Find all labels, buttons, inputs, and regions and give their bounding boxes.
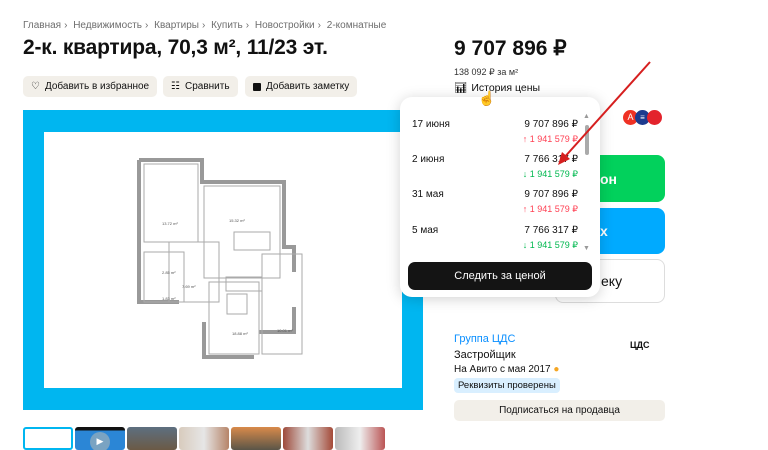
crumb-realty[interactable]: Недвижимость (73, 20, 142, 31)
seller-type: Застройщик (454, 349, 516, 361)
crumb-2room[interactable]: 2-комнатные (326, 20, 387, 31)
blue-button-label: х (600, 223, 608, 239)
scroll-up-icon[interactable]: ▲ (583, 113, 590, 120)
note-icon (253, 82, 261, 91)
bank2-icon: ≡ (635, 110, 650, 125)
svg-text:2.85 m²: 2.85 m² (162, 270, 176, 275)
price: 9 707 896 ₽ (454, 37, 567, 60)
history-date: 2 июня (412, 154, 445, 165)
thumbnail-6[interactable] (283, 427, 333, 450)
price-per-meter: 138 092 ₽ за м² (454, 67, 519, 77)
add-note-button[interactable]: Добавить заметку (245, 76, 358, 97)
breadcrumb: Главная › Недвижимость › Квартиры › Купить ›… (23, 20, 387, 31)
history-change: ↑ 1 941 579 ₽ (522, 134, 578, 144)
svg-text:7.69 m²: 7.69 m² (182, 284, 196, 289)
history-price: 9 707 896 ₽ (524, 189, 578, 200)
history-price: 9 707 896 ₽ (524, 119, 578, 130)
alfabank-icon: A (623, 110, 638, 125)
history-price: 7 766 317 ₽ (524, 225, 578, 236)
history-change: ↓ 1 941 579 ₽ (522, 169, 578, 179)
svg-text:13.72 m²: 13.72 m² (162, 221, 178, 226)
history-price: 7 766 317 ₽ (524, 154, 578, 165)
note-label: Добавить заметку (266, 81, 350, 92)
thumbnail-video[interactable]: ▶ (75, 427, 125, 450)
history-change: ↓ 1 941 579 ₽ (522, 240, 578, 250)
thumbnail-7[interactable] (335, 427, 385, 450)
green-button-label: он (600, 170, 618, 187)
seller-card: Группа ЦДС Застройщик На Авито с мая 201… (454, 333, 560, 393)
follow-price-button[interactable]: Следить за ценой (408, 262, 592, 290)
svg-text:15.32 m²: 15.32 m² (229, 218, 245, 223)
heart-icon: ♡ (31, 81, 40, 92)
thumbnail-1[interactable] (23, 427, 73, 450)
floor-plan-image: 13.72 m² 15.32 m² 2.85 m² 7.69 m² 1.83 m² 1… (44, 132, 402, 388)
main-photo[interactable]: 13.72 m² 15.32 m² 2.85 m² 7.69 m² 1.83 m² 1… (23, 110, 423, 410)
seller-since-row: На Авито с мая 2017 ● (454, 364, 560, 375)
price-history-link[interactable]: 📊︎ История цены (454, 81, 541, 95)
history-date: 17 июня (412, 119, 450, 130)
subscribe-seller-button[interactable]: Подписаться на продавца (454, 400, 665, 421)
compare-label: Сравнить (184, 81, 230, 92)
history-change: ↑ 1 941 579 ₽ (522, 204, 578, 214)
scroll-down-icon[interactable]: ▼ (583, 245, 590, 252)
scroll-thumb[interactable] (585, 125, 589, 155)
crumb-home[interactable]: Главная (23, 20, 62, 31)
thumbnail-4[interactable] (179, 427, 229, 450)
svg-text:18.88 m²: 18.88 m² (232, 331, 248, 336)
svg-text:10.01 m²: 10.01 m² (277, 328, 293, 333)
hand-cursor-icon: ☝ (478, 90, 496, 106)
svg-text:1.83 m²: 1.83 m² (162, 296, 176, 301)
page-title: 2-к. квартира, 70,3 м², 11/23 эт. (23, 36, 328, 59)
bank-logos: A ≡ (623, 110, 662, 125)
crumb-new[interactable]: Новостройки (254, 20, 315, 31)
add-favorite-button[interactable]: ♡ Добавить в избранное (23, 76, 158, 97)
seller-name[interactable]: Группа ЦДС (454, 333, 516, 345)
play-icon: ▶ (90, 432, 110, 450)
history-scrollbar[interactable]: ▲ ▼ (583, 113, 591, 263)
white-button-label: еку (601, 273, 623, 289)
thumbnail-5[interactable] (231, 427, 281, 450)
crumb-flats[interactable]: Квартиры (154, 20, 199, 31)
bank3-icon (647, 110, 662, 125)
annotation-arrow (558, 61, 651, 165)
price-history-popover: 17 июня 9 707 896 ₽ ↑ 1 941 579 ₽ 2 июня 7 … (400, 97, 600, 297)
compare-button[interactable]: ☷ Сравнить (163, 76, 238, 97)
history-date: 5 мая (412, 225, 439, 236)
verified-badge: Реквизиты проверены (454, 378, 560, 393)
thumbnail-3[interactable] (127, 427, 177, 450)
compare-icon: ☷ (171, 81, 180, 92)
seller-logo[interactable]: ЦДС (630, 340, 650, 350)
favorite-label: Добавить в избранное (44, 81, 150, 92)
floor-plan-drawing: 13.72 m² 15.32 m² 2.85 m² 7.69 m² 1.83 m² 1… (137, 158, 303, 359)
chart-icon: 📊︎ (454, 82, 468, 94)
history-label: История цены (471, 81, 541, 94)
crumb-buy[interactable]: Купить (211, 20, 243, 31)
history-date: 31 мая (412, 189, 444, 200)
seller-since: На Авито с мая 2017 (454, 364, 551, 375)
medal-icon: ● (553, 364, 560, 375)
